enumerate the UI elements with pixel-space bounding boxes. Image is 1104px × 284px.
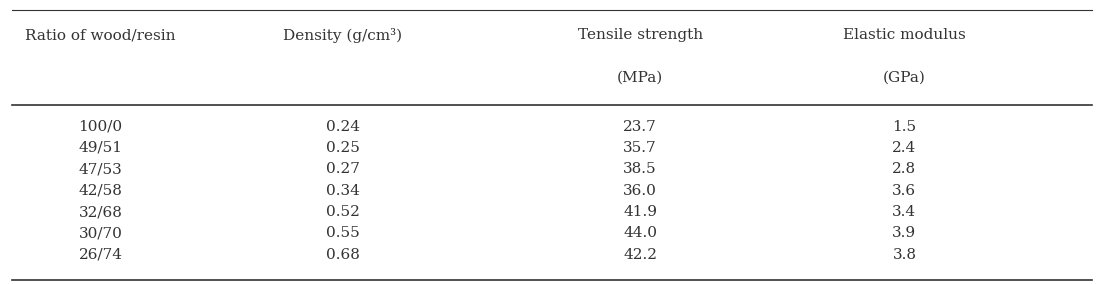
Text: 0.24: 0.24 — [326, 120, 360, 133]
Text: (MPa): (MPa) — [617, 70, 664, 84]
Text: 3.6: 3.6 — [892, 184, 916, 198]
Text: 0.55: 0.55 — [326, 226, 360, 240]
Text: Ratio of wood/resin: Ratio of wood/resin — [25, 28, 176, 42]
Text: 42.2: 42.2 — [623, 248, 657, 262]
Text: 3.4: 3.4 — [892, 205, 916, 219]
Text: Elastic modulus: Elastic modulus — [843, 28, 966, 42]
Text: 38.5: 38.5 — [624, 162, 657, 176]
Text: 36.0: 36.0 — [623, 184, 657, 198]
Text: 2.8: 2.8 — [892, 162, 916, 176]
Text: 26/74: 26/74 — [78, 248, 123, 262]
Text: 3.8: 3.8 — [892, 248, 916, 262]
Text: 23.7: 23.7 — [624, 120, 657, 133]
Text: 0.34: 0.34 — [326, 184, 360, 198]
Text: Tensile strength: Tensile strength — [577, 28, 702, 42]
Text: 0.52: 0.52 — [326, 205, 360, 219]
Text: 1.5: 1.5 — [892, 120, 916, 133]
Text: 0.68: 0.68 — [326, 248, 360, 262]
Text: 41.9: 41.9 — [623, 205, 657, 219]
Text: 2.4: 2.4 — [892, 141, 916, 155]
Text: (GPa): (GPa) — [883, 70, 926, 84]
Text: 35.7: 35.7 — [624, 141, 657, 155]
Text: 42/58: 42/58 — [78, 184, 123, 198]
Text: 0.27: 0.27 — [326, 162, 360, 176]
Text: 30/70: 30/70 — [78, 226, 123, 240]
Text: 32/68: 32/68 — [78, 205, 123, 219]
Text: 44.0: 44.0 — [623, 226, 657, 240]
Text: 100/0: 100/0 — [78, 120, 123, 133]
Text: 47/53: 47/53 — [78, 162, 123, 176]
Text: 0.25: 0.25 — [326, 141, 360, 155]
Text: 3.9: 3.9 — [892, 226, 916, 240]
Text: Density (g/cm³): Density (g/cm³) — [284, 28, 402, 43]
Text: 49/51: 49/51 — [78, 141, 123, 155]
